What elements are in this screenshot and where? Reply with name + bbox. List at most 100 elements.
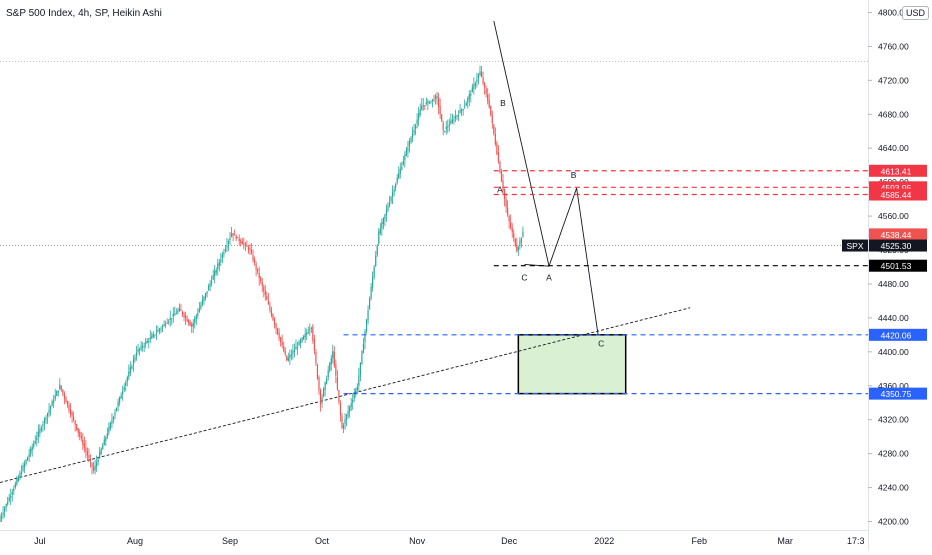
candle-body — [211, 281, 213, 284]
candle-body — [86, 451, 89, 456]
candle-body — [132, 359, 135, 365]
candle-body — [480, 71, 483, 77]
candle-body — [286, 355, 288, 361]
candle-body — [479, 71, 481, 76]
candle-body — [405, 149, 407, 156]
candle-body — [390, 197, 392, 202]
candle-body — [161, 325, 164, 328]
candle-body — [496, 143, 498, 155]
candle-body — [16, 479, 18, 485]
candle-body — [381, 222, 383, 229]
candle-body — [7, 502, 9, 505]
candle-body — [111, 419, 113, 424]
currency-button[interactable]: USD — [902, 6, 930, 20]
candle-body — [287, 357, 289, 361]
candle-body — [57, 390, 59, 393]
candle-body — [82, 439, 84, 445]
candle-body — [140, 345, 142, 349]
candle-body — [500, 171, 503, 182]
candle-body — [92, 466, 95, 471]
candle-body — [215, 269, 217, 273]
candle-body — [51, 401, 53, 407]
candle-body — [131, 365, 133, 369]
candle-body — [88, 455, 90, 459]
wave-projection-path — [524, 187, 599, 335]
candle-body — [261, 282, 263, 287]
candle-body — [457, 114, 460, 116]
candle-body — [151, 335, 153, 339]
candle-body — [37, 431, 39, 437]
candle-body — [439, 105, 441, 115]
candle-body — [404, 154, 406, 161]
candle-body — [102, 445, 104, 450]
candle-body — [77, 428, 79, 433]
candle-body — [46, 413, 49, 417]
candle-body — [398, 173, 400, 179]
candle-body — [206, 291, 208, 295]
level-tag-label: 4593.95 — [881, 183, 912, 193]
candle-body — [436, 95, 438, 99]
candle-body — [146, 340, 148, 343]
candle-body — [295, 346, 297, 350]
candle-body — [378, 231, 380, 244]
candle-body — [0, 515, 3, 519]
level-tag-resistance — [869, 188, 927, 201]
candle-body — [367, 310, 369, 321]
candle-body — [71, 412, 73, 416]
plot-area — [0, 0, 868, 530]
x-tick-label: Oct — [315, 536, 330, 546]
candle-body — [349, 406, 351, 412]
candle-body — [218, 262, 220, 266]
candle-body — [290, 354, 292, 357]
candle-body — [281, 341, 283, 346]
candle-body — [178, 307, 181, 311]
x-tick-label: 2022 — [594, 536, 614, 546]
candle-body — [250, 250, 253, 254]
level-tag-label: 4585.44 — [881, 190, 912, 200]
candle-body — [194, 318, 196, 323]
candle-body — [396, 177, 398, 184]
candle-body — [453, 119, 455, 121]
candle-body — [359, 362, 361, 375]
candle-body — [395, 183, 397, 188]
candle-body — [408, 141, 411, 147]
candle-body — [296, 346, 299, 348]
candle-body — [419, 109, 421, 115]
candle-body — [358, 374, 360, 386]
candle-body — [257, 268, 259, 272]
candle-body — [237, 237, 239, 239]
chart-title: S&P 500 Index, 4h, SP, Heikin Ashi — [6, 8, 162, 19]
candle-body — [434, 96, 437, 100]
candle-body — [438, 97, 440, 107]
candle-body — [424, 104, 426, 106]
candle-body — [306, 332, 308, 335]
candle-body — [376, 245, 378, 255]
candle-body — [339, 402, 342, 416]
candle-body — [471, 87, 473, 93]
candle-body — [168, 321, 170, 323]
candle-body — [465, 103, 467, 106]
candle-body — [450, 120, 452, 124]
candle-body — [172, 313, 174, 317]
candle-body — [333, 351, 335, 366]
y-tick-label: 4240.00 — [878, 483, 909, 493]
candle-body — [152, 333, 154, 337]
candle-body — [145, 341, 147, 345]
candle-body — [175, 313, 177, 315]
candle-body — [477, 74, 480, 79]
candle-body — [462, 108, 464, 110]
candle-body — [198, 308, 200, 313]
wave-label-a: A — [546, 273, 552, 283]
wave-label-c: C — [521, 273, 527, 283]
candle-body — [188, 320, 190, 324]
candle-body — [200, 304, 202, 309]
candle-body — [275, 323, 277, 329]
last-price-tag — [869, 228, 927, 241]
candle-body — [174, 313, 176, 316]
candle-body — [39, 429, 41, 434]
y-tick-label: 4720.00 — [878, 75, 909, 85]
candle-body — [508, 216, 510, 222]
candle-body — [316, 364, 319, 379]
